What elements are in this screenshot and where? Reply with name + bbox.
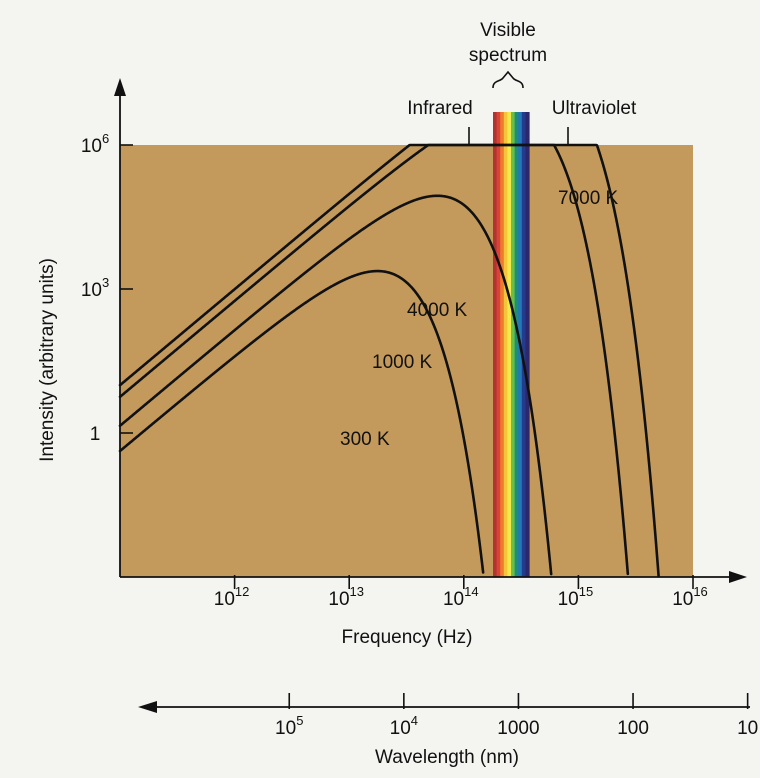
spectrum-stripe <box>525 112 530 577</box>
spectrum-stripe <box>507 112 512 577</box>
x-axis-title: Frequency (Hz) <box>342 627 473 648</box>
x-tick-label: 1016 <box>672 584 708 610</box>
series-line-1000k <box>118 194 553 576</box>
spectrum-stripe <box>500 112 505 577</box>
series-line-300k <box>118 269 485 574</box>
y-tick-label: 106 <box>81 131 109 157</box>
x-axis-arrow <box>729 571 747 583</box>
series-line-7000k <box>118 143 660 578</box>
wavelength-tick-label: 100 <box>617 718 649 739</box>
y-axis-arrow <box>114 78 126 96</box>
x-tick-label: 1014 <box>443 584 479 610</box>
visible-spectrum-band <box>493 112 530 577</box>
curves-group <box>118 143 660 578</box>
spectrum-stripe <box>503 112 508 577</box>
wavelength-tick-label: 105 <box>275 713 303 739</box>
spectrum-stripe <box>496 112 501 577</box>
x-tick-label: 1013 <box>328 584 364 610</box>
wavelength-axis-title: Wavelength (nm) <box>375 747 519 768</box>
spectrum-stripe <box>521 112 526 577</box>
axes-group: 1012 1013 1014 1015 1016 1 103 106 105 104 1000 100… <box>81 78 758 739</box>
series-label-7000k: 7000 K <box>558 188 619 209</box>
y-tick-label: 103 <box>81 275 109 301</box>
x-tick-label: 1015 <box>558 584 594 610</box>
y-axis-title: Intensity (arbitrary units) <box>37 258 58 462</box>
wavelength-tick-label: 10 <box>737 718 758 739</box>
spectrum-stripe <box>511 112 516 577</box>
spectrum-stripe <box>514 112 519 577</box>
spectrum-stripe <box>493 112 498 577</box>
ultraviolet-label: Ultraviolet <box>552 98 637 119</box>
x-tick-label: 1012 <box>214 584 250 610</box>
y-tick-label: 1 <box>90 424 101 445</box>
wavelength-tick-label: 1000 <box>497 718 539 739</box>
series-label-1000k: 1000 K <box>372 352 433 373</box>
infrared-label: Infrared <box>407 98 472 119</box>
visible-label-line1: Visible <box>480 20 536 41</box>
wavelength-axis-arrow <box>138 701 157 713</box>
plot-area <box>120 145 693 577</box>
wavelength-tick-label: 104 <box>390 713 418 739</box>
visible-brace <box>492 70 524 89</box>
series-label-300k: 300 K <box>340 429 390 450</box>
visible-label-line2: spectrum <box>469 45 547 66</box>
series-label-4000k: 4000 K <box>407 300 468 321</box>
